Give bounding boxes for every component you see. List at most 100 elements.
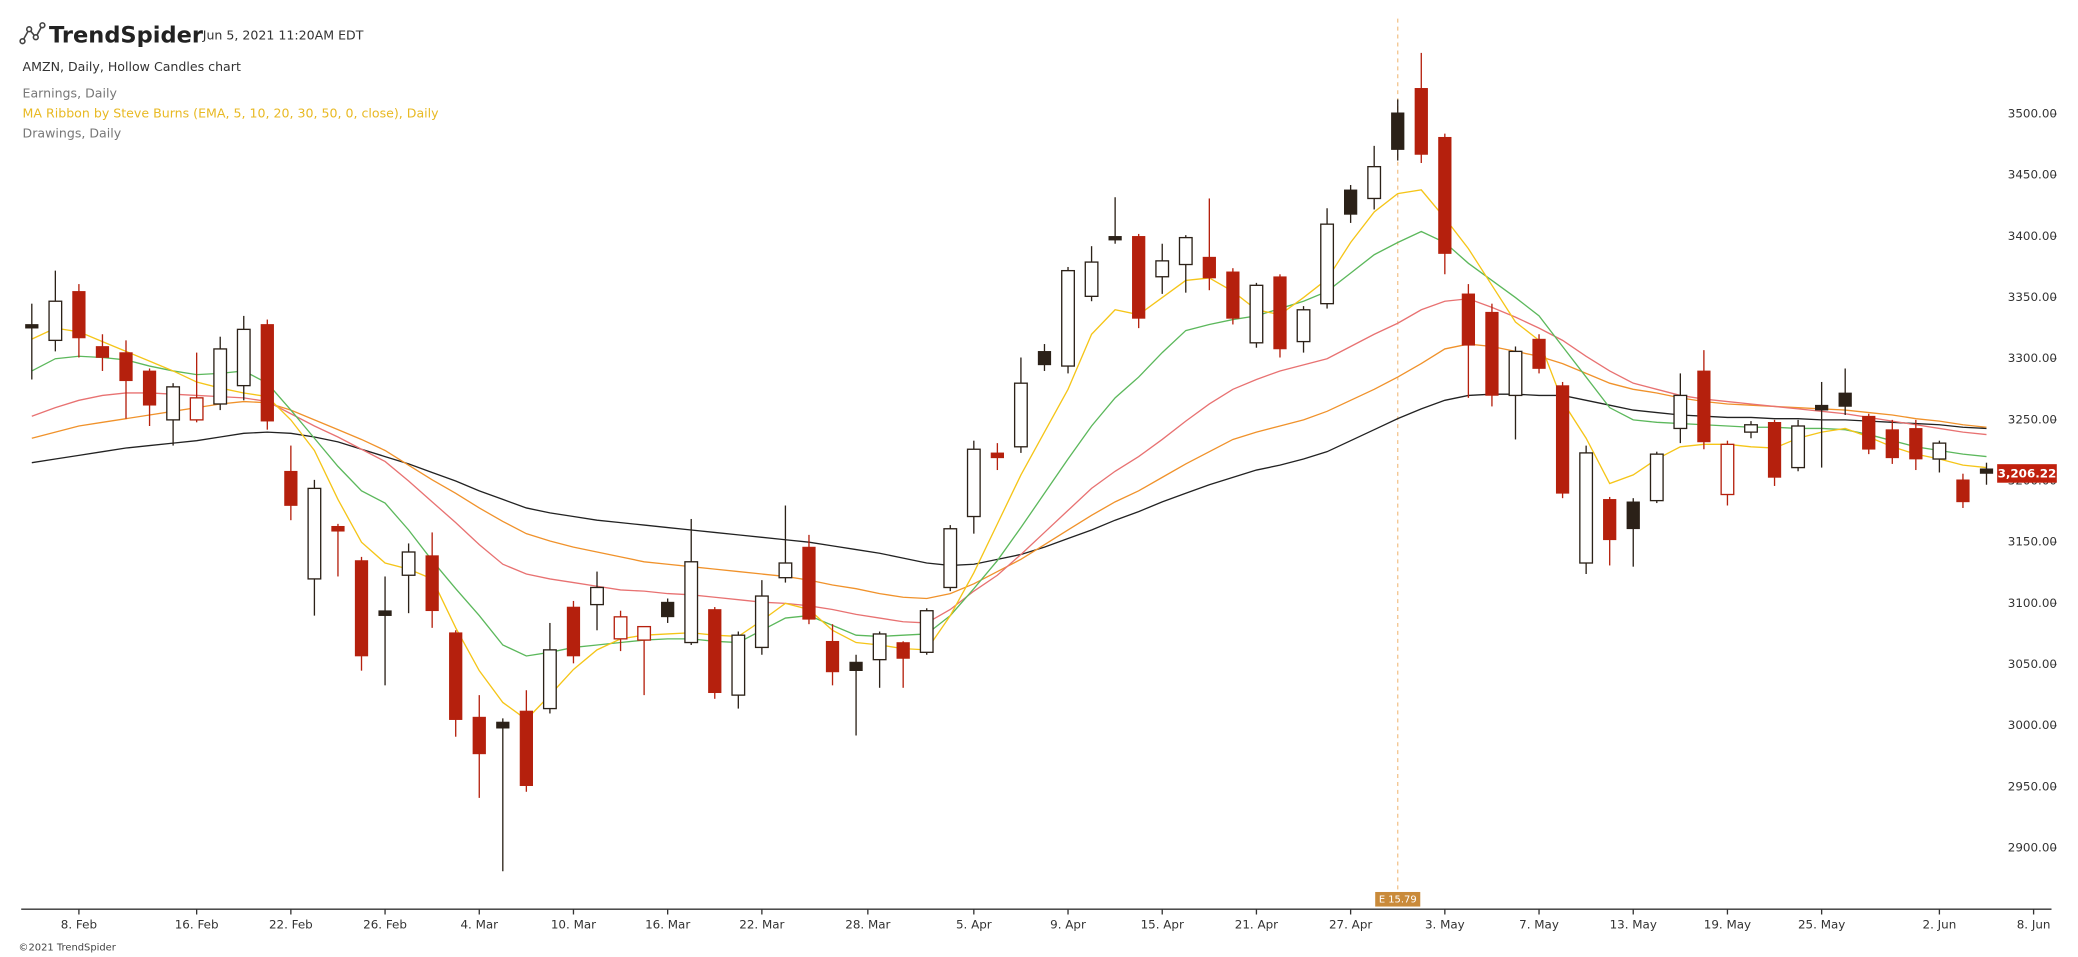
candle	[1414, 52, 1428, 163]
candle-body	[966, 448, 981, 518]
y-tick-label: 3350.00	[2008, 290, 2057, 304]
candle	[236, 315, 251, 401]
footer: ©2021 TrendSpider	[19, 943, 117, 954]
candle-body	[1344, 189, 1358, 215]
candle-body	[1956, 479, 1970, 503]
candle-body	[542, 649, 557, 710]
x-tick-label: 7. May	[1519, 918, 1559, 932]
candle	[1344, 185, 1358, 223]
candle-body	[802, 546, 816, 620]
candle-body	[401, 551, 416, 576]
candle-body	[1226, 271, 1240, 319]
candle	[637, 625, 652, 696]
candle	[1013, 357, 1028, 453]
candle	[1862, 413, 1876, 455]
candle	[1249, 282, 1264, 348]
candle	[684, 518, 699, 645]
candle-body	[25, 324, 39, 329]
candle-body	[284, 470, 298, 506]
candle-body	[331, 525, 345, 532]
candle-body	[1815, 404, 1829, 411]
candle-body	[425, 555, 439, 612]
candle	[566, 600, 581, 664]
candle	[1108, 197, 1122, 244]
candle	[1155, 243, 1170, 294]
candle	[708, 607, 722, 699]
candle-body	[825, 640, 840, 673]
candle-body	[1108, 236, 1122, 241]
x-tick-label: 8. Jun	[2017, 918, 2051, 932]
candle	[1508, 346, 1523, 440]
y-tick-label: 3000.00	[2008, 718, 2057, 732]
candle-body	[1438, 136, 1452, 254]
candle	[825, 624, 840, 686]
candle	[1956, 473, 1970, 508]
candle-body	[72, 291, 86, 339]
x-tick-label: 2. Jun	[1923, 918, 1957, 932]
candle	[778, 505, 793, 583]
candle	[1461, 284, 1476, 398]
candle-body	[1744, 424, 1758, 433]
candle-body	[1296, 309, 1311, 343]
indicator: Drawings, Daily	[23, 125, 122, 140]
candle	[1061, 266, 1075, 374]
candle	[519, 690, 533, 792]
candle	[1744, 421, 1758, 439]
y-tick-label: 3100.00	[2008, 596, 2057, 610]
indicator: MA Ribbon by Steve Burns (EMA, 5, 10, 20…	[23, 106, 440, 121]
candle	[990, 443, 1004, 471]
candle	[1438, 133, 1452, 275]
candle	[1202, 198, 1216, 291]
y-tick-label: 3300.00	[2008, 351, 2057, 365]
candle-body	[449, 632, 463, 720]
candle	[613, 610, 628, 652]
candle-body	[142, 370, 157, 406]
candle	[1367, 145, 1382, 210]
candle	[142, 368, 157, 426]
candle-body	[1791, 425, 1806, 469]
candle	[1673, 373, 1688, 444]
y-tick-label: 2900.00	[2008, 841, 2057, 855]
candle	[1532, 334, 1546, 374]
candle-body	[1414, 88, 1428, 155]
candle	[119, 340, 133, 419]
x-tick-label: 5. Apr	[956, 918, 992, 932]
x-tick-label: 21. Apr	[1235, 918, 1278, 932]
candle-body	[307, 487, 322, 580]
candle	[449, 630, 463, 737]
x-tick-label: 19. May	[1704, 918, 1751, 932]
candle	[1226, 268, 1240, 325]
candle	[943, 525, 958, 592]
candle-body	[1320, 223, 1335, 305]
indicator: Earnings, Daily	[23, 86, 118, 101]
y-tick-label: 3400.00	[2008, 229, 2057, 243]
candle-body	[1649, 453, 1664, 502]
candle	[896, 641, 910, 688]
candle-body	[354, 560, 369, 657]
ema-line	[31, 298, 1987, 624]
candle-body	[1273, 276, 1287, 350]
candle	[1320, 208, 1335, 309]
candle	[1626, 498, 1640, 567]
candle	[189, 352, 204, 423]
candle-body	[1862, 415, 1876, 450]
candle-body	[1178, 236, 1193, 266]
x-tick-label: 28. Mar	[845, 918, 890, 932]
candle	[731, 631, 746, 709]
candle	[1979, 462, 1994, 485]
y-tick-label: 2950.00	[2008, 779, 2057, 793]
candle-body	[1767, 421, 1782, 478]
candle-body	[472, 716, 486, 755]
candle	[1932, 440, 1947, 473]
candle-body	[119, 352, 133, 382]
candle	[1296, 306, 1311, 353]
candle	[1603, 496, 1617, 566]
candle-body	[1367, 165, 1382, 200]
candle-body	[1461, 293, 1476, 346]
candle-body	[166, 386, 181, 421]
candle-body	[1555, 385, 1570, 494]
x-tick-label: 22. Feb	[269, 918, 313, 932]
candle	[872, 631, 887, 688]
